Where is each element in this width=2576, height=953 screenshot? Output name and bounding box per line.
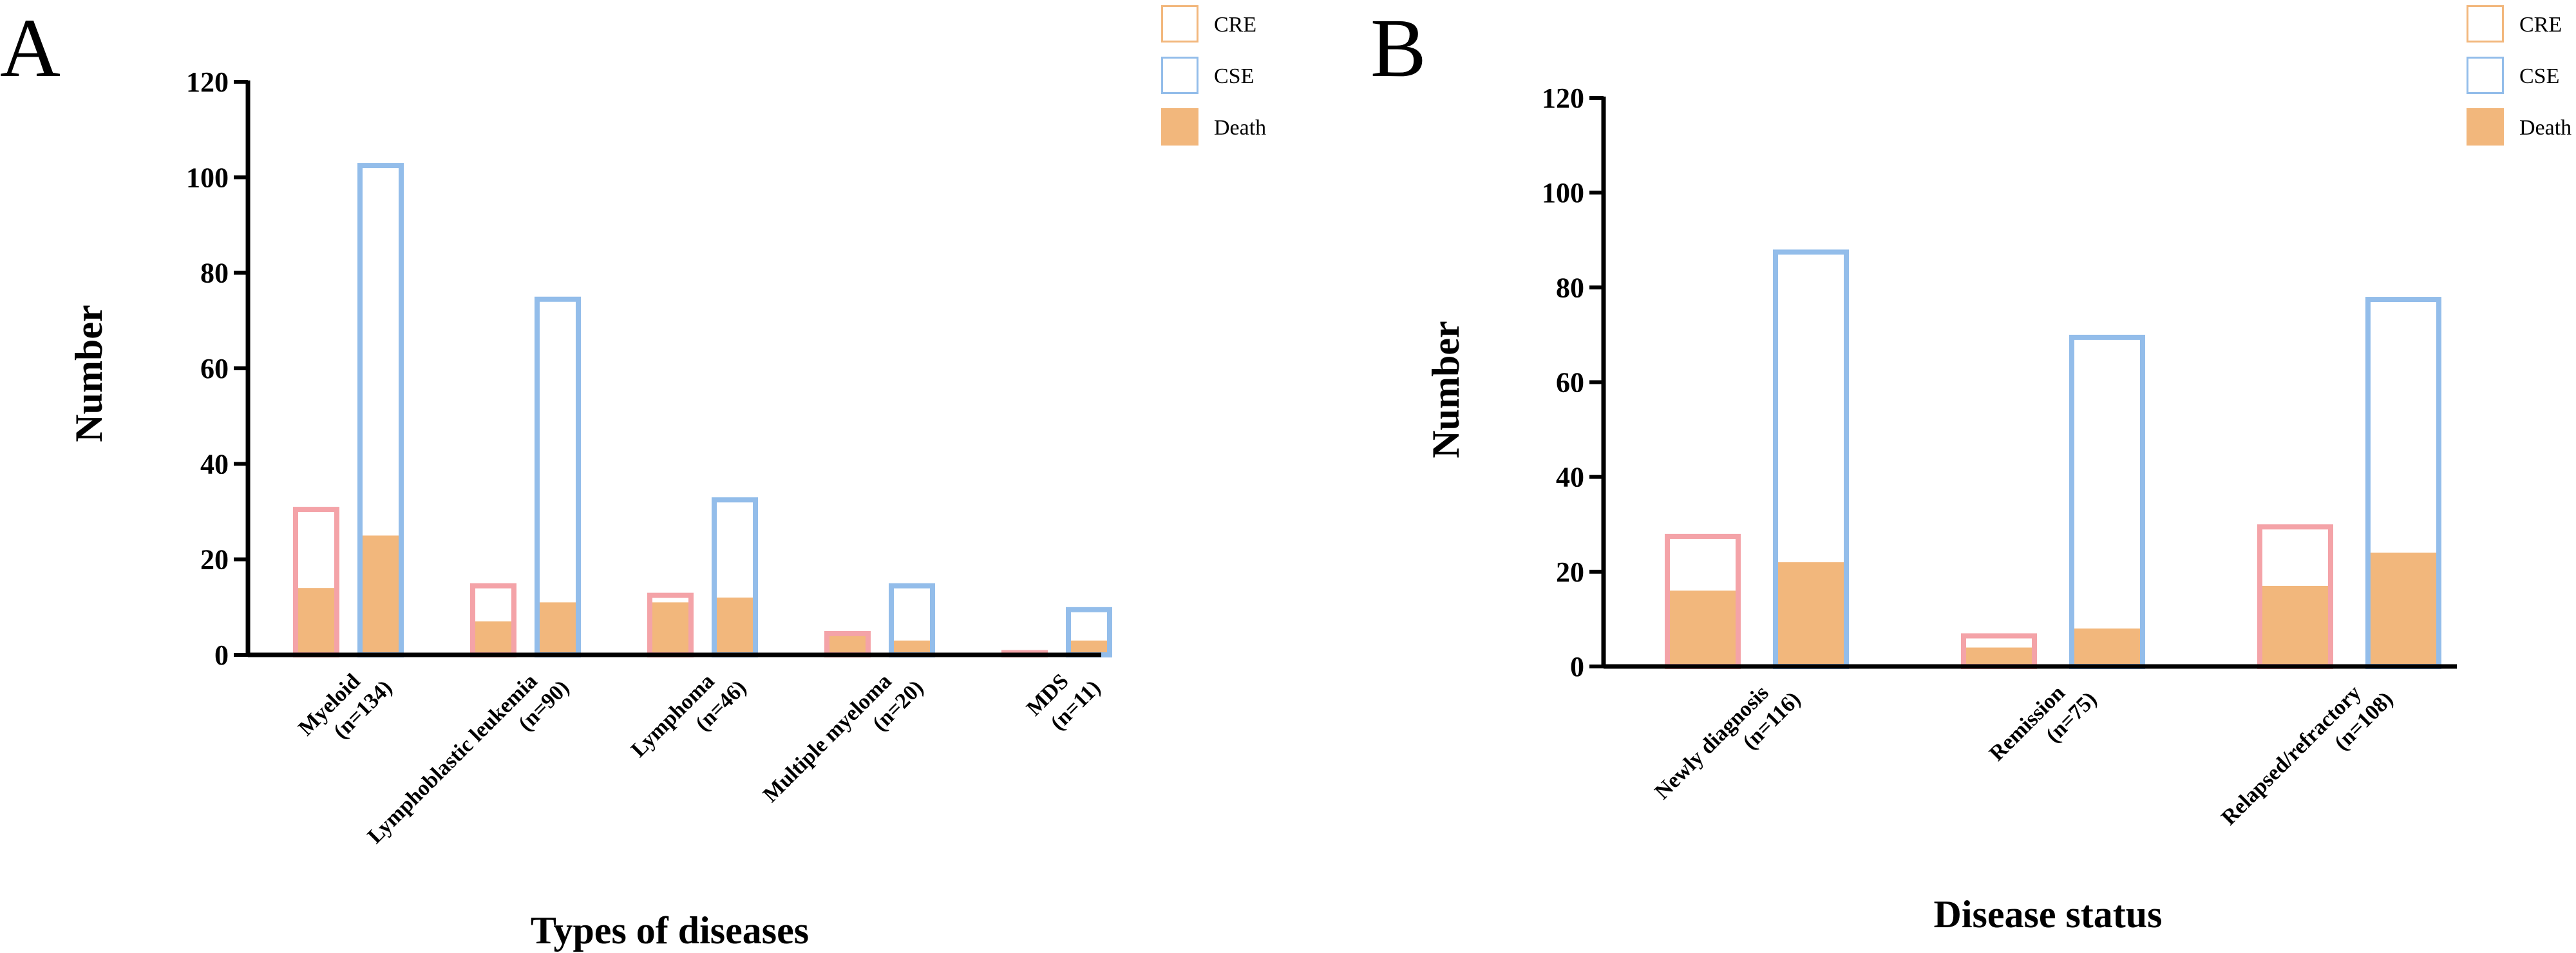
panel-b-bars — [1665, 249, 2441, 670]
panel-a-y-tick-label-5: 100 — [186, 162, 229, 193]
panel-a-category-label-0: Myeloid(n=134) — [294, 657, 397, 760]
panel-b-y-tick-label-3: 60 — [1556, 367, 1584, 399]
panel-b-bar-cse-death-0 — [1773, 562, 1849, 666]
panel-a-y-tick-label-1: 20 — [200, 544, 229, 576]
panel-b-bar-cre-death-1 — [1961, 647, 2037, 666]
panel-b-legend: CRE CSE Death — [2467, 5, 2571, 146]
panel-a-legend-swatch-cre — [1161, 5, 1198, 42]
panel-b: B 0 20 40 60 80 100 120 Newly diagnosis(n=116)… — [1370, 2, 2571, 936]
panel-b-category-label-2-name: Relapsed/refractory — [2217, 681, 2365, 829]
panel-b-y-tick-label-5: 100 — [1542, 177, 1584, 209]
panel-b-legend-swatch-death — [2467, 108, 2504, 146]
panel-a-category-label-2: Lymphoma(n=46) — [627, 657, 751, 781]
panel-a-category-label-1: Lymphoblastic leukemia(n=90) — [363, 657, 574, 867]
panel-a-x-axis-title: Types of diseases — [531, 909, 809, 952]
panel-b-y-tick-label-0: 0 — [1570, 651, 1584, 683]
panel-a: A 0 20 40 60 80 100 120 Myeloid(n=134)Lymphobl… — [0, 2, 1266, 952]
panel-a-bar-cre-death-3 — [824, 636, 871, 655]
panel-a-legend-label-cre: CRE — [1214, 13, 1256, 37]
panel-b-legend-label-cre: CRE — [2519, 13, 2562, 37]
panel-a-bar-cre-death-0 — [293, 588, 339, 655]
panel-a-bar-cre-death-2 — [647, 602, 694, 655]
panel-b-bar-cse-death-1 — [2069, 628, 2145, 666]
panel-letter-b: B — [1370, 2, 1426, 95]
panel-letter-a: A — [0, 2, 61, 95]
panel-b-legend-label-cse: CSE — [2519, 64, 2559, 88]
panel-b-y-tick-label-4: 80 — [1556, 272, 1584, 303]
panel-a-category-label-4: MDS(n=11) — [1022, 657, 1105, 740]
panel-b-y-tick-label-1: 20 — [1556, 556, 1584, 588]
panel-a-category-label-3: Multiple myeloma(n=20) — [759, 657, 928, 826]
panel-a-legend: CRE CSE Death — [1161, 5, 1266, 146]
panel-a-legend-swatch-death — [1161, 108, 1198, 146]
panel-b-axes: 0 20 40 60 80 100 120 — [1542, 82, 2457, 683]
panel-b-legend-label-death: Death — [2519, 116, 2571, 140]
panel-a-legend-label-death: Death — [1214, 116, 1266, 140]
panel-b-category-label-1: Remission(n=75) — [1985, 668, 2101, 785]
panel-b-y-tick-label-6: 120 — [1542, 82, 1584, 114]
panel-a-legend-label-cse: CSE — [1214, 64, 1254, 88]
panel-a-bar-cse-death-4 — [1066, 640, 1112, 655]
panel-b-bar-cre-death-0 — [1665, 590, 1741, 666]
panel-a-y-tick-label-4: 80 — [200, 258, 229, 289]
panel-a-bar-cse-death-0 — [357, 535, 404, 655]
panel-a-bar-cse-total-1 — [535, 296, 581, 657]
panel-a-bar-cse-death-3 — [889, 640, 935, 655]
panel-b-y-axis-title: Number — [1425, 321, 1467, 458]
panel-a-y-tick-label-6: 120 — [186, 66, 229, 98]
panel-b-legend-swatch-cre — [2467, 5, 2504, 42]
panel-a-category-label-3-name: Multiple myeloma — [759, 669, 896, 807]
panel-b-y-tick-label-2: 40 — [1556, 462, 1584, 493]
panel-a-bar-cse-death-2 — [712, 598, 758, 655]
panel-a-bars — [293, 163, 1112, 658]
panel-b-legend-swatch-cse — [2467, 57, 2504, 94]
panel-a-bar-cse-death-1 — [535, 602, 581, 655]
panel-b-category-label-0: Newly diagnosis(n=116) — [1651, 668, 1806, 824]
panel-a-category-labels: Myeloid(n=134)Lymphoblastic leukemia(n=9… — [294, 657, 1105, 867]
panel-a-y-tick-label-3: 60 — [200, 353, 229, 384]
panel-a-bar-cre-death-1 — [470, 621, 516, 655]
panel-a-y-tick-label-2: 40 — [200, 448, 229, 480]
panel-b-x-axis-title: Disease status — [1934, 893, 2163, 936]
panel-b-bar-cre-death-2 — [2257, 585, 2333, 666]
panel-b-bar-cse-death-2 — [2365, 552, 2441, 666]
panel-a-y-tick-label-0: 0 — [214, 639, 229, 671]
panel-b-category-labels: Newly diagnosis(n=116) Remission(n=75) Rel… — [1651, 668, 2398, 849]
panel-a-y-axis-title: Number — [68, 305, 110, 442]
panel-b-bar-cse-total-1 — [2069, 334, 2145, 670]
panel-a-axes: 0 20 40 60 80 100 120 — [186, 66, 1101, 671]
panel-a-legend-swatch-cse — [1161, 57, 1198, 94]
panel-b-category-label-2: Relapsed/refractory(n=108) — [2217, 668, 2398, 849]
